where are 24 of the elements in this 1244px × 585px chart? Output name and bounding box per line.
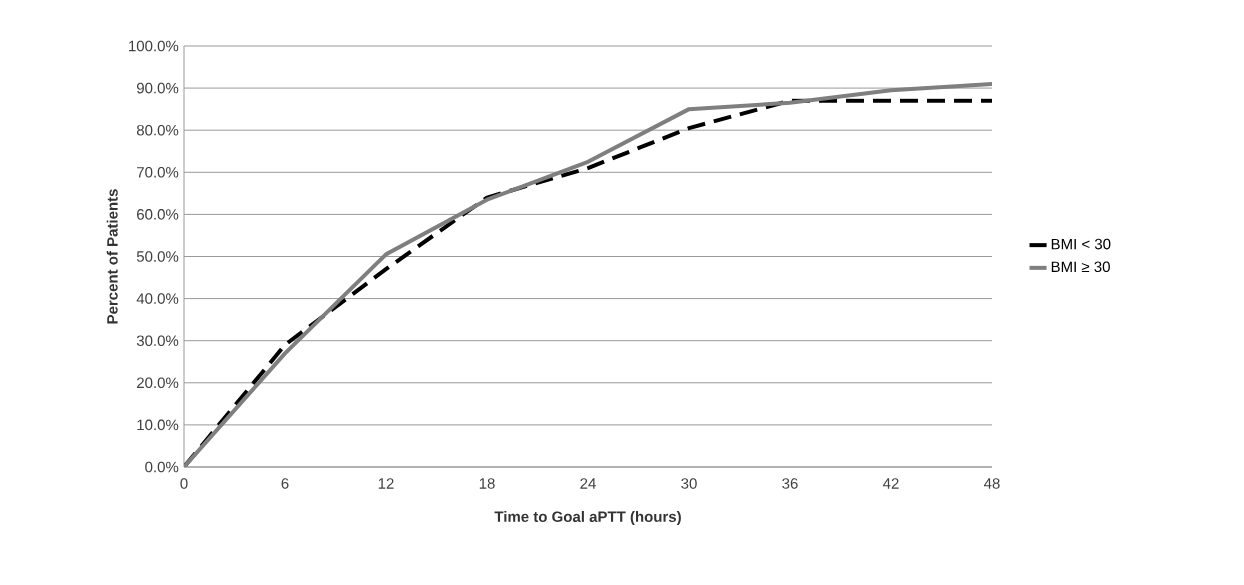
y-tick-label: 20.0% [137, 377, 179, 389]
y-tick-label: 50.0% [136, 251, 179, 262]
x-tick-label: 48 [984, 478, 1000, 489]
y-tick-label: 40.0% [136, 293, 179, 304]
legend-label: BMI < 30 [1051, 238, 1111, 250]
y-tick-label: 10.0% [137, 419, 179, 431]
y-axis-title: Percent of Patients [106, 189, 118, 324]
x-tick-label: 42 [883, 478, 899, 489]
x-tick-label: 30 [681, 478, 697, 489]
y-tick-label: 0.0% [145, 461, 179, 473]
x-tick-label: 36 [782, 478, 798, 489]
x-tick-label: 0 [180, 478, 188, 489]
y-tick-label: 90.0% [136, 82, 179, 94]
y-tick-label: 80.0% [136, 124, 179, 136]
legend-label: BMI ≥ 30 [1051, 261, 1110, 273]
x-tick-label: 12 [378, 478, 394, 489]
x-tick-label: 6 [281, 478, 289, 489]
y-tick-label: 60.0% [137, 209, 179, 220]
y-tick-label: 30.0% [136, 335, 179, 346]
x-tick-label: 18 [479, 478, 495, 489]
x-tick-label: 24 [580, 478, 596, 489]
y-tick-label: 70.0% [137, 166, 179, 178]
y-tick-label: 100.0% [129, 40, 179, 52]
x-axis-title: Time to Goal aPTT (hours) [494, 511, 681, 525]
